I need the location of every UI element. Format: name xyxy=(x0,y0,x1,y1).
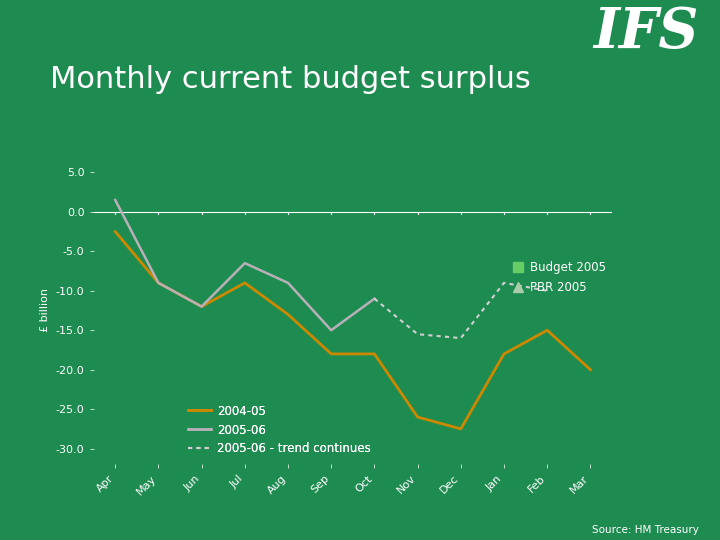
Text: Monthly current budget surplus: Monthly current budget surplus xyxy=(50,65,531,94)
Text: IFS: IFS xyxy=(593,5,698,60)
Text: Source: HM Treasury: Source: HM Treasury xyxy=(592,524,698,535)
Legend: 2004-05, 2005-06, 2005-06 - trend continues: 2004-05, 2005-06, 2005-06 - trend contin… xyxy=(188,404,371,455)
Y-axis label: £ billion: £ billion xyxy=(40,288,50,333)
